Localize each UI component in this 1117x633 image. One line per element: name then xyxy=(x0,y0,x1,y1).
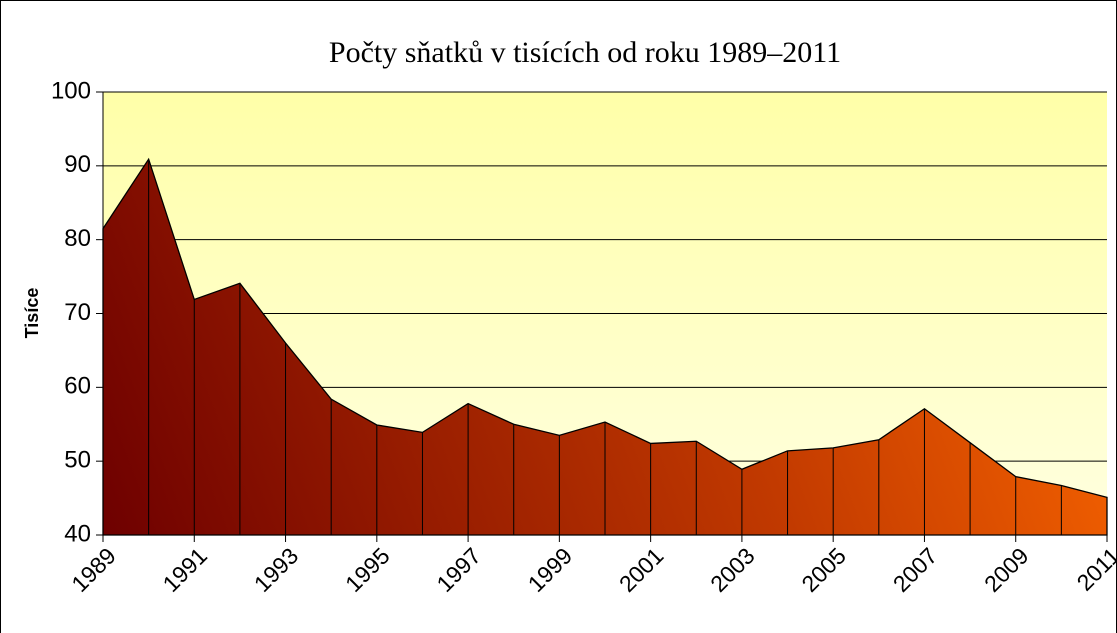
y-tick-label: 80 xyxy=(64,225,91,252)
y-tick-label: 60 xyxy=(64,373,91,400)
y-tick-label: 70 xyxy=(64,299,91,326)
y-tick-label: 40 xyxy=(64,520,91,547)
y-axis-label: Tisíce xyxy=(22,288,42,339)
chart-title: Počty sňatků v tisících od roku 1989–201… xyxy=(329,36,841,69)
y-tick-label: 100 xyxy=(51,77,91,104)
y-tick-label: 50 xyxy=(64,447,91,474)
y-tick-label: 90 xyxy=(64,151,91,178)
area xyxy=(102,157,1108,536)
